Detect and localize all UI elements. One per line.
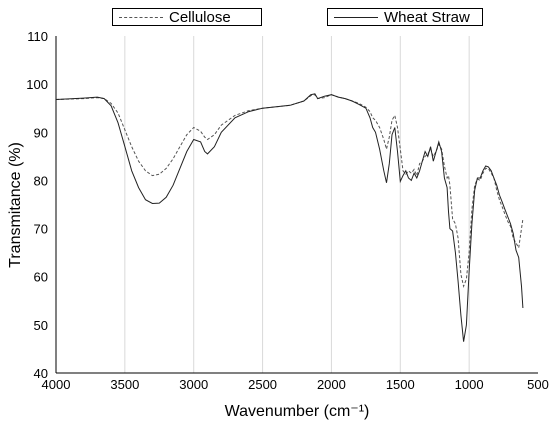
y-tick-labels: 40 50 60 70 80 90 100 110 [26, 29, 48, 381]
axes [55, 36, 538, 374]
x-tick-label: 1500 [386, 377, 415, 392]
y-tick-label: 80 [34, 173, 48, 188]
x-tick-label: 2000 [317, 377, 346, 392]
legend-label-cellulose: Cellulose [169, 8, 231, 26]
series-lines [55, 93, 524, 342]
legend-label-wheat-straw: Wheat Straw [384, 8, 470, 26]
x-tick-label: 4000 [42, 377, 71, 392]
y-tick-label: 100 [26, 77, 48, 92]
x-axis-label: Wavenumber (cm⁻¹) [225, 403, 370, 420]
x-tick-label: 500 [527, 377, 549, 392]
y-tick-label: 40 [34, 366, 48, 381]
y-tick-label: 110 [27, 29, 48, 44]
x-tick-label: 2500 [248, 377, 277, 392]
y-axis-label: Transmitance (%) [7, 142, 24, 268]
y-tick-label: 60 [34, 270, 48, 285]
legend-item-cellulose: Cellulose [112, 8, 262, 26]
y-tick-label: 50 [34, 318, 48, 333]
legend-item-wheat-straw: Wheat Straw [327, 8, 483, 26]
y-tick-label: 70 [34, 222, 48, 237]
legend-line-solid [334, 16, 378, 18]
x-tick-labels: 4000 3500 3000 2500 2000 1500 1000 500 [42, 377, 549, 392]
legend-line-dashed [119, 16, 163, 18]
x-tick-label: 3000 [179, 377, 208, 392]
series-line-cellulose [55, 94, 524, 289]
x-tick-label: 1000 [455, 377, 484, 392]
vertical-gridlines [124, 36, 470, 373]
y-tick-label: 90 [34, 125, 48, 140]
x-tick-label: 3500 [110, 377, 139, 392]
series-line-wheat-straw [55, 93, 524, 342]
